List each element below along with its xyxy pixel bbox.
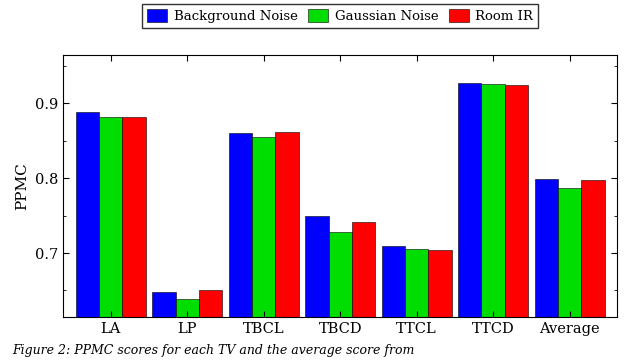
Bar	[328, 232, 352, 364]
Legend: Background Noise, Gaussian Noise, Room IR: Background Noise, Gaussian Noise, Room I…	[142, 4, 538, 28]
Bar	[275, 132, 299, 364]
Bar	[481, 84, 505, 364]
Bar	[252, 137, 275, 364]
Bar	[505, 85, 528, 364]
Bar	[229, 133, 252, 364]
Bar	[352, 222, 375, 364]
Bar	[405, 249, 428, 364]
Text: Figure 2: PPMC scores for each TV and the average score from: Figure 2: PPMC scores for each TV and th…	[13, 344, 415, 357]
Bar	[99, 117, 122, 364]
Bar	[558, 188, 581, 364]
Bar	[199, 290, 222, 364]
Bar	[152, 292, 176, 364]
Bar	[535, 179, 558, 364]
Bar	[176, 300, 199, 364]
Bar	[76, 112, 99, 364]
Bar	[458, 83, 481, 364]
Bar	[581, 181, 605, 364]
Bar	[382, 246, 405, 364]
Y-axis label: PPMC: PPMC	[15, 162, 29, 210]
Bar	[428, 250, 452, 364]
Bar	[122, 117, 146, 364]
Bar	[305, 215, 328, 364]
